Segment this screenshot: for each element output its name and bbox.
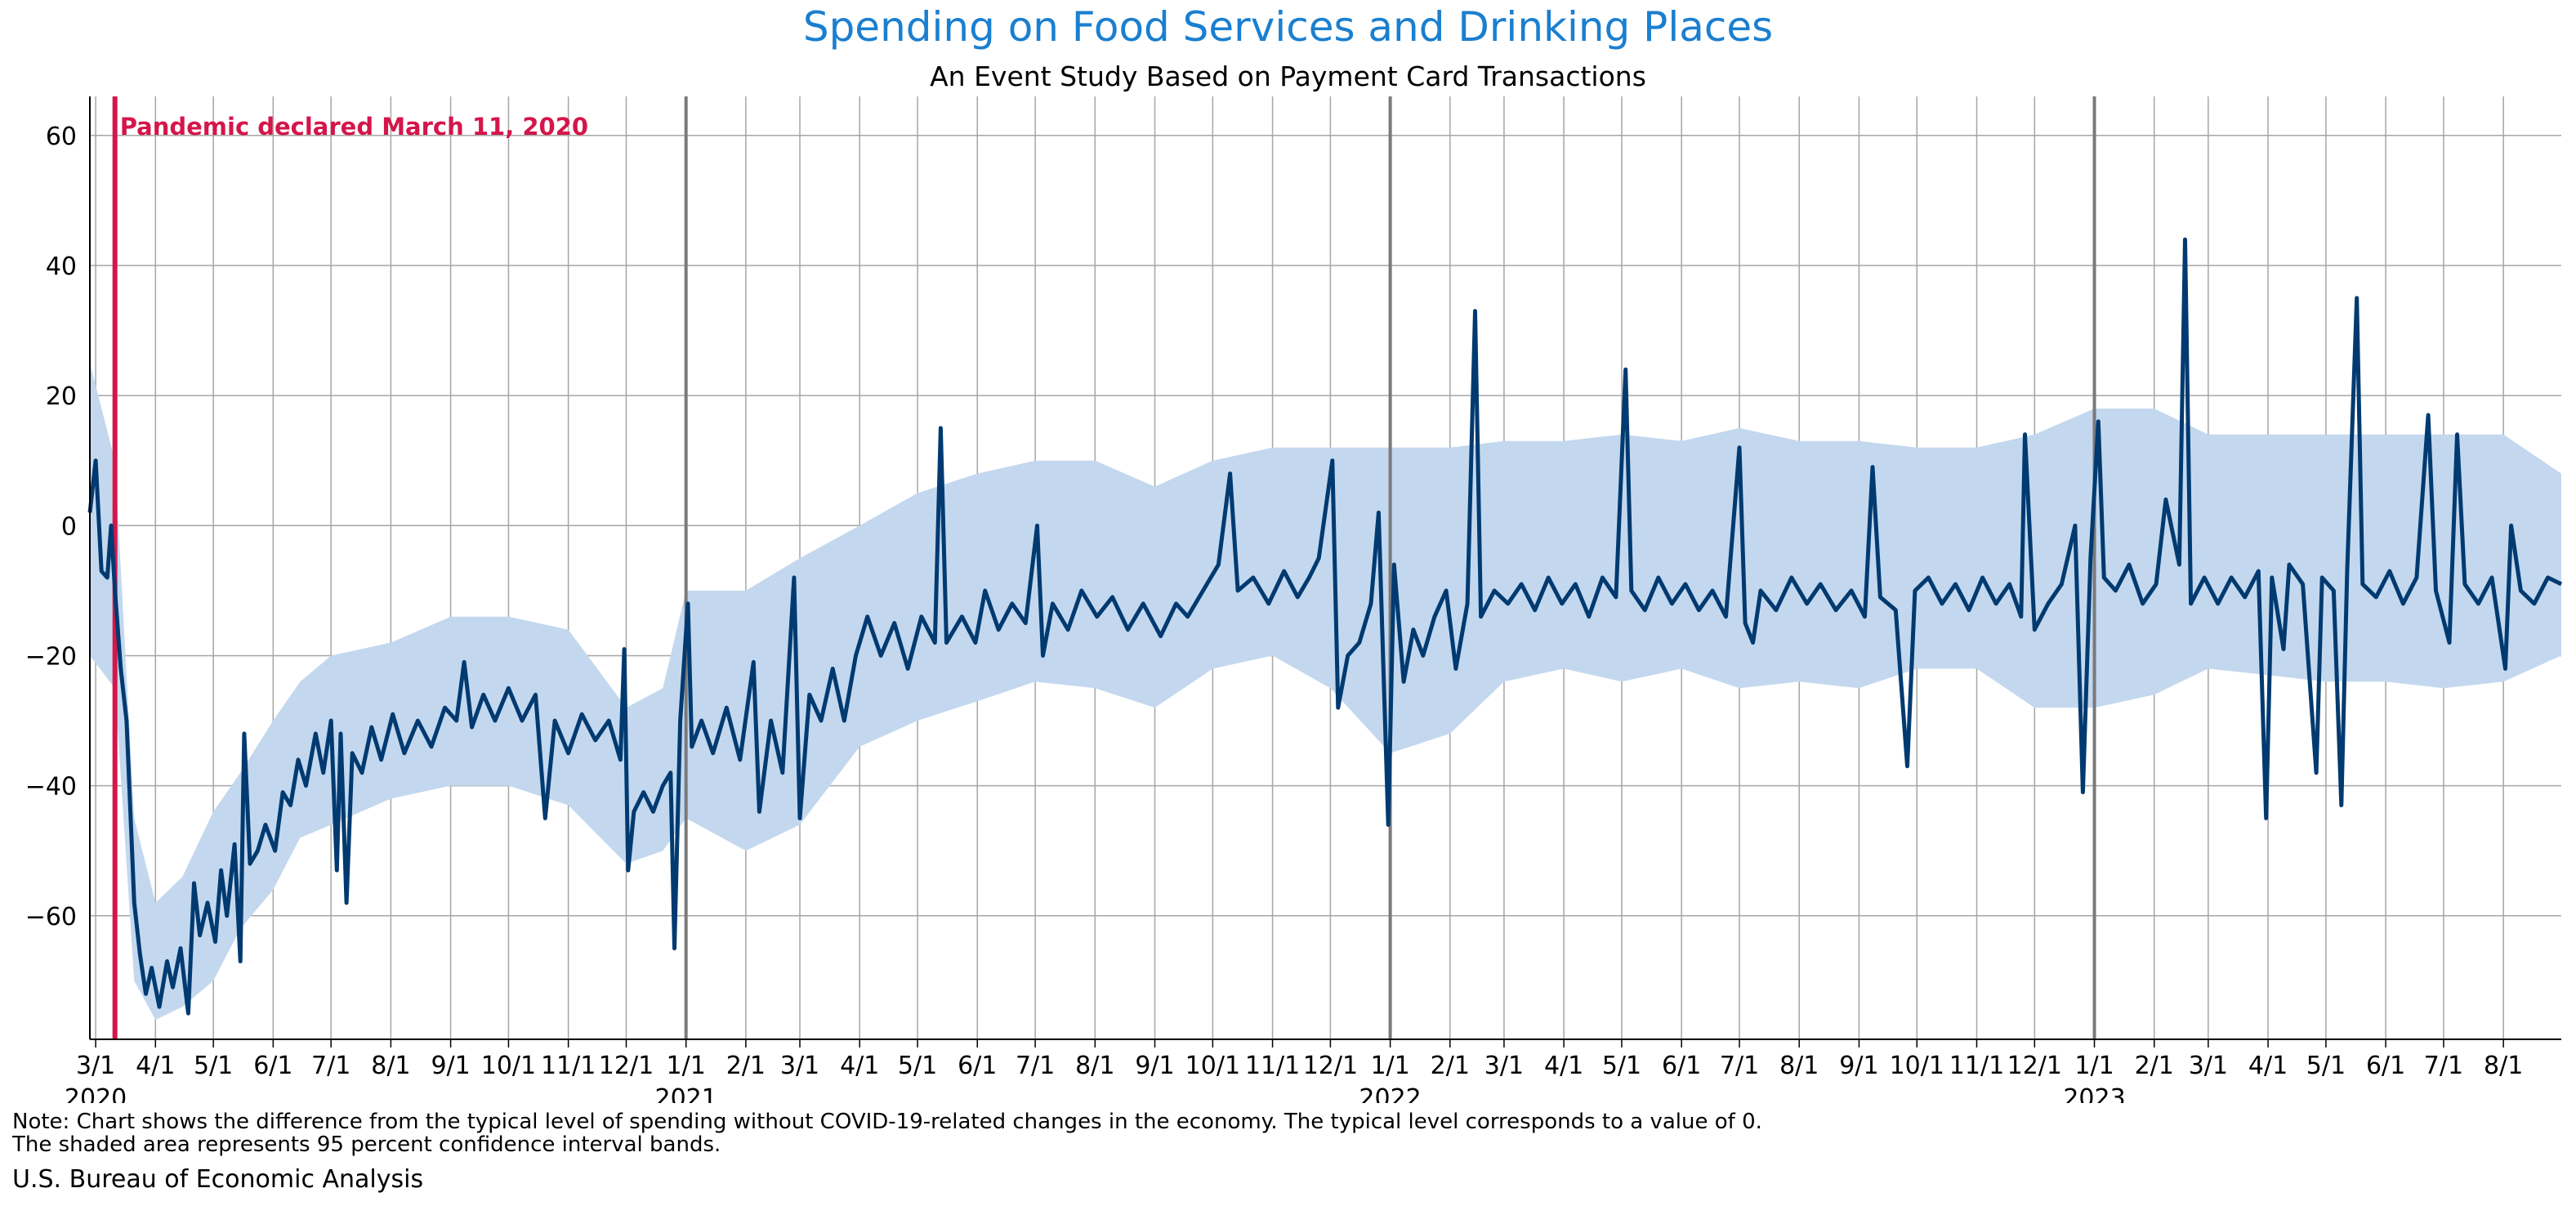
y-tick-label: 20: [46, 382, 77, 411]
x-tick-label: 7/1: [1016, 1052, 1055, 1080]
x-tick-label: 4/1: [2248, 1052, 2288, 1080]
x-tick-label: 9/1: [1135, 1052, 1174, 1080]
event-study-chart: Pandemic declared March 11, 2020 −60−40−…: [25, 96, 2563, 1103]
x-tick-label: 6/1: [2366, 1052, 2405, 1080]
x-tick-label: 6/1: [1662, 1052, 1701, 1080]
chart-note-line-2: The shaded area represents 95 percent co…: [12, 1132, 721, 1157]
x-tick-label: 12/1: [1303, 1052, 1358, 1080]
gridlines: [90, 96, 2561, 1039]
x-tick-label: 9/1: [1839, 1052, 1878, 1080]
axes: [89, 96, 2561, 1047]
x-tick-label: 6/1: [253, 1052, 292, 1080]
y-tick-label: −60: [25, 903, 77, 931]
pandemic-annotation-label: Pandemic declared March 11, 2020: [120, 113, 588, 141]
x-tick-label: 7/1: [1720, 1052, 1759, 1080]
confidence-band-area: [90, 363, 2561, 1021]
tick-labels: −60 −40 −20 0 20 40 60 3/1 2020 4/1 5/1 6/1 7/1 8/1 9/…: [25, 123, 2524, 1103]
x-tick-label: 3/1: [1484, 1052, 1524, 1080]
x-tick-label: 10/1: [481, 1052, 536, 1080]
x-tick-label: 11/1: [541, 1052, 596, 1080]
chart-title: Spending on Food Services and Drinking P…: [802, 3, 1774, 51]
chart-subtitle: An Event Study Based on Payment Card Tra…: [930, 60, 1646, 92]
x-year-label: 2020: [65, 1084, 127, 1103]
x-tick-label: 2/1: [1431, 1052, 1470, 1080]
chart-note-line-1: Note: Chart shows the difference from th…: [12, 1110, 1762, 1134]
x-tick-label: 8/1: [2484, 1052, 2523, 1080]
x-tick-label: 3/1: [780, 1052, 819, 1080]
x-tick-label: 12/1: [2007, 1052, 2062, 1080]
x-tick-label: 3/1: [2189, 1052, 2228, 1080]
y-tick-label: −40: [25, 773, 77, 802]
x-tick-label: 1/1: [2074, 1052, 2114, 1080]
x-tick-label: 10/1: [1890, 1052, 1944, 1080]
x-tick-label: 1/1: [667, 1052, 706, 1080]
x-tick-label: 5/1: [1602, 1052, 1641, 1080]
x-tick-label: 6/1: [958, 1052, 997, 1080]
x-tick-label: 9/1: [431, 1052, 470, 1080]
x-tick-label: 4/1: [1544, 1052, 1583, 1080]
x-tick-label: 11/1: [1949, 1052, 2004, 1080]
x-tick-label: 4/1: [840, 1052, 879, 1080]
x-tick-label: 2/1: [726, 1052, 766, 1080]
source-label: U.S. Bureau of Economic Analysis: [12, 1165, 424, 1194]
y-tick-label: 60: [46, 123, 77, 151]
x-tick-label: 5/1: [2306, 1052, 2346, 1080]
x-tick-label: 8/1: [1779, 1052, 1819, 1080]
x-year-label: 2023: [2063, 1084, 2125, 1103]
x-tick-label: 12/1: [599, 1052, 654, 1080]
year-lines: [684, 96, 2096, 1039]
y-tick-label: 0: [61, 512, 77, 541]
spending-series-line: [87, 237, 2563, 1016]
x-tick-label: 5/1: [194, 1052, 233, 1080]
spending-line: [87, 237, 2563, 1016]
x-tick-label: 8/1: [1075, 1052, 1114, 1080]
confidence-band: [90, 363, 2561, 1021]
x-tick-label: 4/1: [136, 1052, 175, 1080]
x-tick-label: 5/1: [898, 1052, 937, 1080]
x-tick-label: 2/1: [2135, 1052, 2174, 1080]
x-year-label: 2021: [655, 1084, 717, 1103]
x-tick-label: 10/1: [1185, 1052, 1240, 1080]
x-tick-label: 7/1: [311, 1052, 350, 1080]
y-tick-label: −20: [25, 642, 77, 671]
y-tick-label: 40: [46, 252, 77, 281]
x-tick-label: 8/1: [371, 1052, 410, 1080]
x-tick-label: 11/1: [1245, 1052, 1300, 1080]
x-tick-label: 7/1: [2424, 1052, 2463, 1080]
x-year-label: 2022: [1359, 1084, 1421, 1103]
x-tick-label: 3/1: [76, 1052, 115, 1080]
x-tick-label: 1/1: [1370, 1052, 1409, 1080]
